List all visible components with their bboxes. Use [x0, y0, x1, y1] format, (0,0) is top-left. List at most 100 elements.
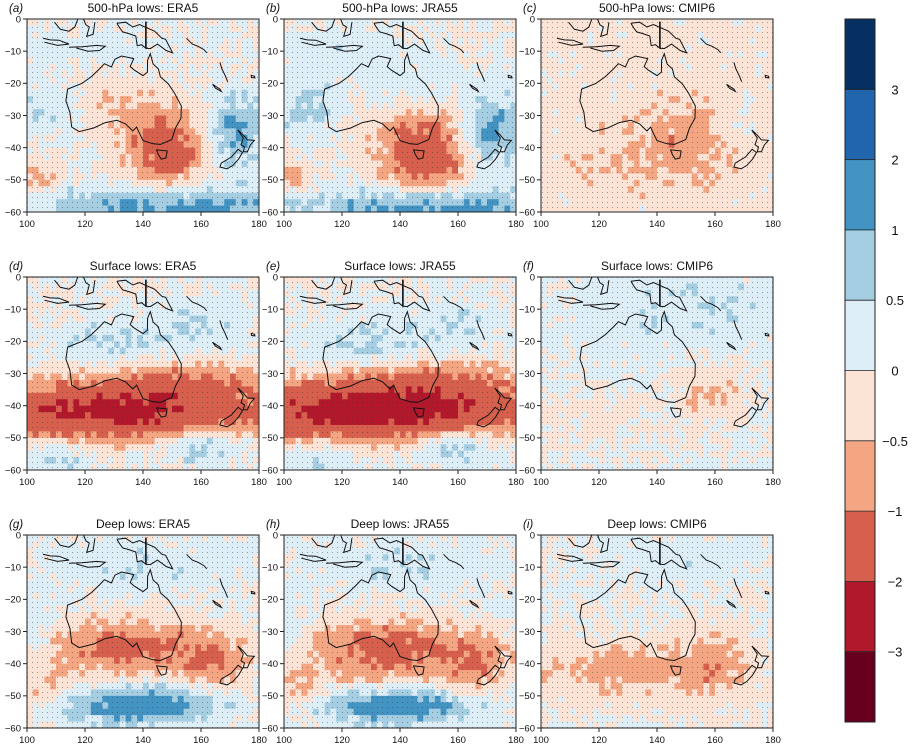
panel-title: Surface lows: ERA5 [90, 259, 197, 273]
significance-stippling [284, 19, 516, 212]
y-tick-label: 0 [16, 272, 21, 283]
coastline [476, 148, 501, 170]
coastline [42, 37, 70, 46]
x-tick-label: 120 [591, 219, 607, 230]
coastline [568, 18, 593, 32]
coastline [116, 21, 147, 50]
panel-letter: (d) [9, 261, 23, 273]
y-tick-label: 0 [530, 14, 535, 25]
coastline [669, 149, 682, 160]
y-tick-label: −50 [262, 175, 278, 186]
x-tick-label: 160 [450, 219, 466, 230]
panel-letter: (a) [9, 3, 23, 15]
y-tick-label: 0 [273, 14, 278, 25]
y-tick-label: −30 [5, 111, 21, 122]
coastline [556, 37, 584, 46]
coastline [507, 74, 513, 79]
coastline [494, 129, 513, 153]
coastlines [556, 18, 770, 170]
x-tick-label: 120 [77, 219, 93, 230]
y-tick-label: −20 [262, 79, 278, 90]
x-tick-label: 140 [135, 477, 151, 488]
x-tick-label: 100 [19, 477, 35, 488]
y-tick-label: −10 [5, 46, 21, 57]
y-tick-label: −20 [5, 79, 21, 90]
coastline [340, 18, 353, 38]
coastline [326, 44, 364, 52]
x-tick-label: 180 [251, 219, 267, 230]
panel-a: 100 120 140 160 180 0 −10 −20 −30 −40 −50 −60 (a) 500… [5, 1, 267, 230]
map-panels: 100 120 140 160 180 0 −10 −20 −30 −40 −50 −60 (a) 500… [5, 1, 781, 746]
y-tick-label: −10 [262, 46, 278, 57]
y-tick-label: −40 [262, 143, 278, 154]
coastline [659, 26, 688, 54]
coastline [155, 149, 168, 160]
coastline [733, 62, 743, 82]
coastline [469, 83, 480, 93]
y-tick-label: −10 [5, 304, 21, 315]
y-tick-label: −20 [519, 79, 535, 90]
y-tick-label: −60 [5, 465, 21, 476]
y-tick-label: −60 [262, 207, 278, 218]
coastline [299, 37, 327, 46]
coastlines [42, 18, 256, 170]
coastline [54, 18, 79, 32]
coastline [700, 37, 722, 54]
y-tick-label: −30 [262, 111, 278, 122]
coastline [402, 26, 431, 54]
x-tick-label: 120 [77, 477, 93, 488]
coastline [219, 148, 244, 170]
y-tick-label: −50 [5, 175, 21, 186]
panel-title: 500-hPa lows: ERA5 [88, 1, 199, 15]
y-tick-label: −40 [5, 401, 21, 412]
coastline [83, 18, 96, 38]
y-tick-label: −40 [5, 143, 21, 154]
coastline [68, 44, 107, 52]
x-tick-label: 120 [334, 219, 350, 230]
panel-title: 500-hPa lows: CMIP6 [599, 1, 715, 15]
y-tick-label: −40 [519, 143, 535, 154]
coastline [476, 62, 486, 82]
coastline [311, 18, 336, 32]
y-tick-label: −60 [519, 207, 535, 218]
coastline [212, 83, 223, 93]
x-tick-label: 100 [19, 219, 35, 230]
x-tick-label: 180 [508, 219, 524, 230]
coastline [145, 26, 174, 54]
coastline [582, 44, 621, 52]
coastline [733, 148, 758, 170]
coastline [764, 74, 770, 79]
coastline [322, 52, 439, 145]
coastline [579, 52, 696, 145]
coastline [443, 37, 465, 54]
y-tick-label: −20 [5, 337, 21, 348]
y-tick-label: −30 [519, 111, 535, 122]
y-tick-label: −60 [5, 207, 21, 218]
x-tick-label: 100 [276, 219, 292, 230]
coastline [630, 21, 661, 50]
coastline [751, 129, 770, 153]
significance-stippling [27, 19, 259, 212]
coastline [412, 149, 425, 160]
panel-letter: (b) [266, 3, 280, 15]
coastline [186, 37, 208, 54]
x-tick-label: 100 [533, 219, 549, 230]
coastline [373, 21, 404, 50]
x-tick-label: 140 [649, 219, 665, 230]
coastline [219, 62, 229, 82]
coastlines [299, 18, 513, 170]
significance-stippling [27, 277, 259, 470]
y-tick-label: 0 [16, 14, 21, 25]
x-tick-label: 180 [251, 477, 267, 488]
x-tick-label: 140 [135, 219, 151, 230]
y-tick-label: −10 [519, 46, 535, 57]
y-tick-label: −30 [5, 369, 21, 380]
x-tick-label: 160 [193, 219, 209, 230]
x-tick-label: 160 [707, 219, 723, 230]
panel-letter: (c) [523, 3, 537, 15]
y-tick-label: −50 [519, 175, 535, 186]
